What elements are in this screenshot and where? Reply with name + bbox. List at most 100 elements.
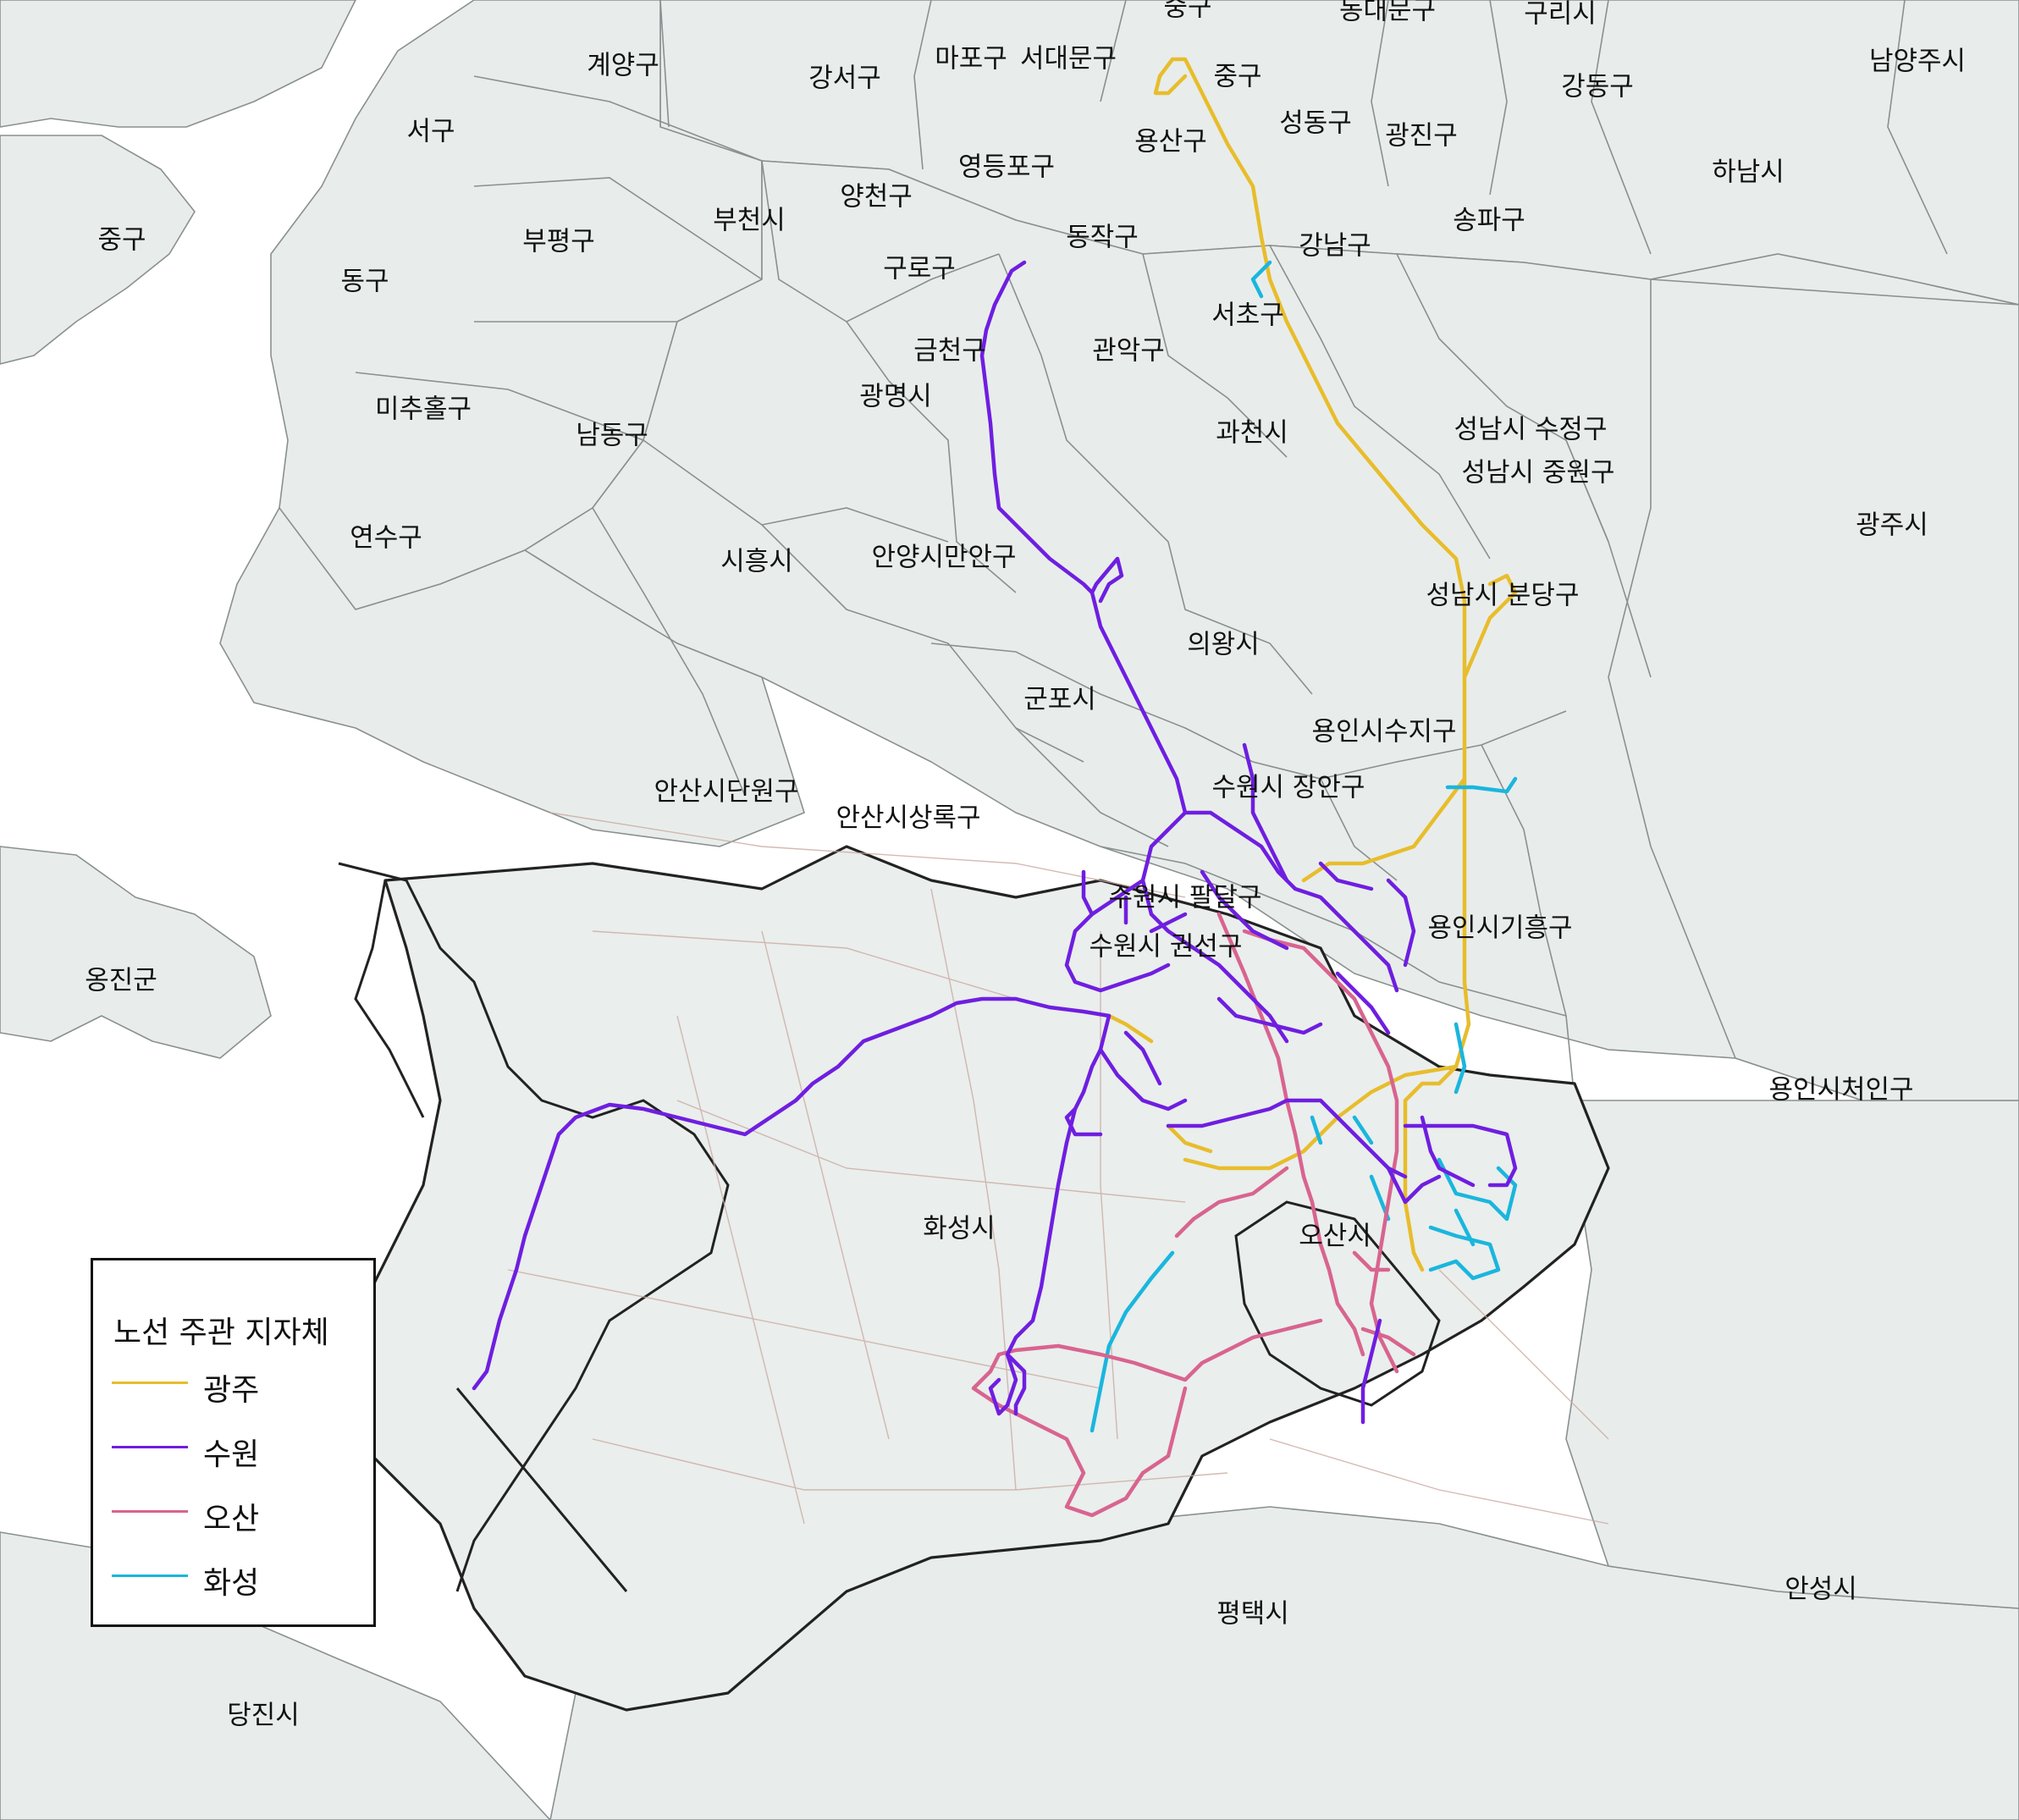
route-line bbox=[1064, 1013, 1112, 1137]
route-line bbox=[1064, 878, 1171, 993]
legend-label: 화성 bbox=[203, 1566, 260, 1601]
route-line bbox=[1242, 742, 1416, 968]
label-bupyeong: 부평구 bbox=[522, 227, 595, 257]
label-suwon-jangan: 수원시 장안구 bbox=[1212, 773, 1365, 803]
route-line bbox=[1166, 1098, 1408, 1179]
route-line bbox=[1462, 573, 1518, 680]
label-yongin-giheung: 용인시기흥구 bbox=[1427, 913, 1572, 944]
label-seocho: 서초구 bbox=[1211, 301, 1284, 331]
legend-item-suwon: 수원 bbox=[112, 1430, 357, 1472]
label-jung-seoul-2: 중구 bbox=[1213, 62, 1261, 92]
district-line bbox=[355, 75, 763, 441]
road-network bbox=[507, 812, 1609, 1525]
route-line bbox=[1153, 57, 1188, 96]
legend-swatch bbox=[112, 1446, 188, 1448]
label-seongdong: 성동구 bbox=[1279, 108, 1352, 139]
label-seo: 서구 bbox=[406, 117, 455, 147]
label-dong: 동구 bbox=[340, 267, 389, 297]
route-line bbox=[979, 260, 1188, 815]
label-ongjin: 옹진군 bbox=[85, 966, 157, 996]
label-yeonsu: 연수구 bbox=[350, 523, 422, 554]
label-mapo: 마포구 bbox=[935, 44, 1007, 74]
label-gyeyang: 계양구 bbox=[587, 51, 659, 81]
legend-title: 노선 주관 지자체 bbox=[113, 1315, 329, 1350]
label-seongnam-sujeong: 성남시 수정구 bbox=[1454, 415, 1608, 445]
label-hwaseong: 화성시 bbox=[923, 1214, 996, 1244]
label-hanam: 하남시 bbox=[1712, 157, 1785, 188]
route-line bbox=[1428, 1208, 1501, 1281]
label-gwangjin: 광진구 bbox=[1385, 121, 1458, 152]
route-line bbox=[1089, 1250, 1175, 1433]
route-line bbox=[1183, 810, 1399, 993]
label-uiwang: 의왕시 bbox=[1187, 630, 1260, 660]
route-line bbox=[1386, 1115, 1518, 1205]
district-line bbox=[592, 439, 1084, 797]
region-gwangju bbox=[1608, 279, 2019, 1101]
label-dangjin: 당진시 bbox=[227, 1701, 300, 1731]
label-jung-seoul: 중구 bbox=[1163, 0, 1211, 23]
region-ganghwa bbox=[0, 0, 356, 128]
label-namyangju: 남양주시 bbox=[1869, 47, 1966, 77]
label-ansan-danwon: 안산시단원구 bbox=[654, 777, 798, 808]
route-line bbox=[1170, 57, 1471, 1272]
route-line bbox=[1310, 1115, 1374, 1145]
label-gwanak: 관악구 bbox=[1092, 336, 1165, 367]
region-ansan-coast bbox=[219, 507, 805, 847]
label-namdong: 남동구 bbox=[576, 421, 648, 451]
route-line bbox=[971, 1318, 1323, 1518]
region-ongjin-islands bbox=[0, 846, 272, 1059]
legend: 노선 주관 지자체 광주 수원 오산 화성 bbox=[91, 1258, 376, 1627]
label-gunpo: 군포시 bbox=[1023, 685, 1096, 715]
route-line bbox=[1250, 260, 1272, 299]
label-suwon-gwonseon: 수원시 권선구 bbox=[1089, 932, 1243, 962]
route-line bbox=[1106, 1013, 1213, 1154]
label-yeongdeungpo: 영등포구 bbox=[958, 152, 1055, 183]
label-dongjak: 동작구 bbox=[1066, 223, 1139, 253]
route-line bbox=[1242, 929, 1399, 1374]
label-siheung: 시흥시 bbox=[720, 547, 793, 577]
legend-swatch bbox=[112, 1575, 188, 1577]
legend-label: 오산 bbox=[203, 1502, 260, 1536]
district-line bbox=[761, 160, 1313, 695]
label-dongdaemun: 동대문구 bbox=[1339, 0, 1436, 26]
label-pyeongtaek: 평택시 bbox=[1216, 1599, 1289, 1630]
coastline bbox=[338, 862, 730, 1592]
label-seongnam-bundang: 성남시 분당구 bbox=[1426, 581, 1580, 611]
route-hwaseong bbox=[1089, 260, 1518, 1433]
route-suwon bbox=[472, 260, 1518, 1425]
label-ansan-sangnok: 안산시상록구 bbox=[836, 803, 980, 834]
route-line bbox=[1174, 1166, 1289, 1238]
label-bucheon: 부천시 bbox=[713, 206, 786, 236]
route-line bbox=[1098, 1030, 1188, 1111]
route-line bbox=[1352, 1250, 1416, 1357]
label-geumcheon: 금천구 bbox=[913, 336, 986, 367]
district-line bbox=[930, 643, 1567, 881]
route-line bbox=[1089, 556, 1124, 604]
region-yongin-anseong bbox=[1565, 1100, 2019, 1609]
label-guro: 구로구 bbox=[883, 254, 956, 284]
label-gwangju-city: 광주시 bbox=[1856, 510, 1928, 541]
road bbox=[507, 812, 1609, 1525]
label-songpa: 송파구 bbox=[1453, 206, 1525, 236]
label-osan: 오산시 bbox=[1299, 1222, 1371, 1252]
legend-label: 광주 bbox=[203, 1373, 260, 1408]
route-line bbox=[1360, 1318, 1382, 1425]
label-seodaemun: 서대문구 bbox=[1020, 44, 1117, 74]
label-seongnam-jungwon: 성남시 중원구 bbox=[1462, 458, 1615, 488]
route-line bbox=[1200, 869, 1391, 1035]
label-guri: 구리시 bbox=[1524, 0, 1597, 30]
legend-item-osan: 오산 bbox=[112, 1494, 357, 1536]
route-line bbox=[1445, 776, 1518, 794]
route-line bbox=[1140, 810, 1289, 1044]
label-yangcheon: 양천구 bbox=[840, 182, 913, 212]
label-gangseo: 강서구 bbox=[808, 63, 881, 94]
route-line bbox=[1183, 1064, 1459, 1171]
label-anyang-manan: 안양시만안구 bbox=[871, 543, 1016, 573]
osan-boundary bbox=[1234, 1200, 1441, 1407]
route-osan bbox=[971, 912, 1416, 1518]
district-line bbox=[659, 0, 1948, 255]
legend-swatch bbox=[112, 1510, 188, 1513]
label-jung-incheon: 중구 bbox=[97, 225, 146, 256]
label-yongin-cheoin: 용인시처인구 bbox=[1768, 1075, 1913, 1106]
